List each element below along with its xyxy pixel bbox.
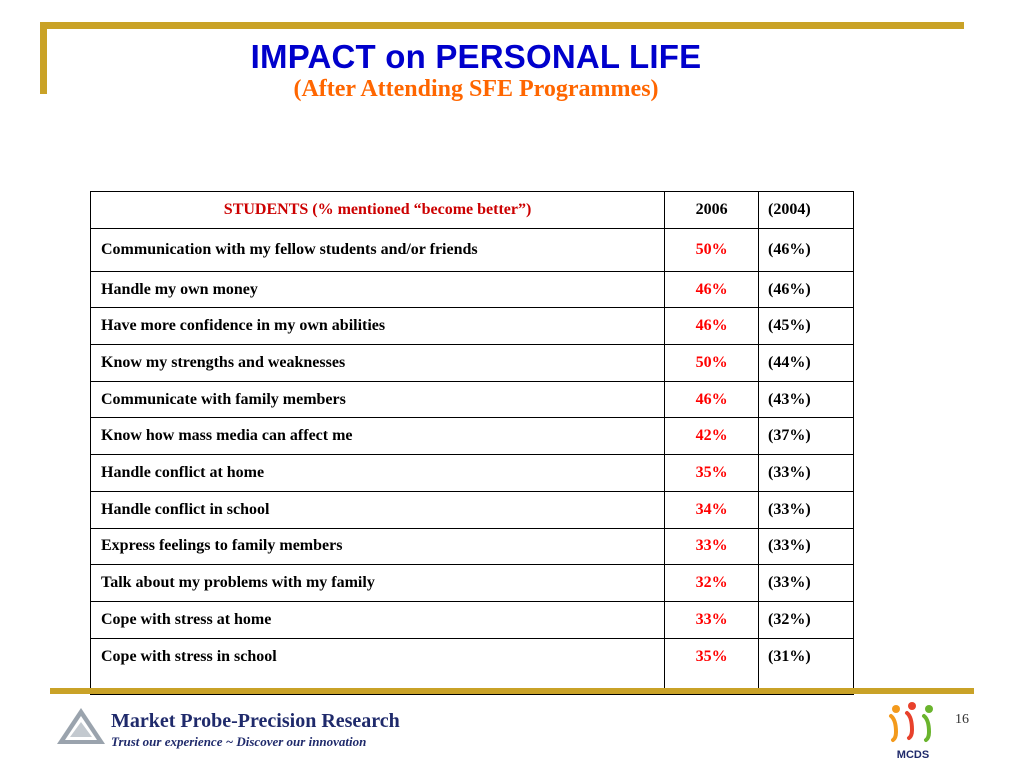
row-value-2006: 50% — [664, 227, 760, 272]
header-2004: (2004) — [758, 191, 854, 229]
row-value-2006: 42% — [664, 417, 760, 456]
table-row: Express feelings to family members 33% (33… — [89, 527, 854, 566]
mcds-logo-text: MCDS — [897, 749, 929, 761]
row-value-2006: 46% — [664, 380, 760, 419]
row-value-2004: (44%) — [758, 344, 854, 382]
triangle-logo-icon — [57, 708, 105, 744]
mcds-people-logo-icon: MCDS — [889, 702, 933, 761]
table-row: Handle conflict at home 35% (33%) — [89, 454, 854, 492]
table-row: Know how mass media can affect me 42% (37%… — [89, 417, 854, 456]
row-item: Handle conflict in school — [89, 490, 666, 529]
row-value-2006: 35% — [664, 637, 760, 695]
table-row: Handle my own money 46% (46%) — [89, 270, 854, 309]
row-value-2006: 33% — [664, 600, 760, 639]
row-item: Know my strengths and weaknesses — [89, 344, 666, 382]
slide-subtitle: (After Attending SFE Programmes) — [293, 76, 659, 102]
row-value-2006: 34% — [664, 490, 760, 529]
row-value-2004: (33%) — [758, 527, 854, 566]
row-value-2004: (31%) — [758, 637, 854, 695]
row-value-2006: 46% — [664, 270, 760, 309]
table-row: Communication with my fellow students an… — [89, 227, 854, 272]
row-item: Cope with stress at home — [89, 600, 666, 639]
row-value-2004: (45%) — [758, 307, 854, 346]
row-item: Communication with my fellow students an… — [89, 227, 666, 272]
impact-table: STUDENTS (% mentioned “become better”) 2… — [89, 191, 854, 695]
row-value-2006: 50% — [664, 344, 760, 382]
row-item: Express feelings to family members — [89, 527, 666, 566]
row-value-2004: (32%) — [758, 600, 854, 639]
row-item: Cope with stress in school — [89, 637, 666, 695]
row-value-2006: 46% — [664, 307, 760, 346]
page-number: 16 — [955, 712, 969, 727]
row-value-2006: 32% — [664, 564, 760, 602]
row-value-2004: (33%) — [758, 454, 854, 492]
table-row: Know my strengths and weaknesses 50% (44%) — [89, 344, 854, 382]
table-row: Cope with stress at home 33% (32%) — [89, 600, 854, 639]
table-row: Talk about my problems with my family 32%… — [89, 564, 854, 602]
table-row: Have more confidence in my own abilities… — [89, 307, 854, 346]
row-value-2006: 35% — [664, 454, 760, 492]
row-value-2004: (33%) — [758, 490, 854, 529]
row-item: Have more confidence in my own abilities — [89, 307, 666, 346]
table-row: Communicate with family members 46% (43%) — [89, 380, 854, 419]
table-row: Cope with stress in school 35% (31%) — [89, 637, 854, 695]
slide-title: IMPACT on PERSONAL LIFE — [250, 38, 702, 75]
header-2006: 2006 — [664, 191, 760, 229]
row-value-2004: (46%) — [758, 227, 854, 272]
frame-top-line — [40, 22, 964, 29]
row-value-2004: (46%) — [758, 270, 854, 309]
table-row: Handle conflict in school 34% (33%) — [89, 490, 854, 529]
row-item: Handle conflict at home — [89, 454, 666, 492]
row-value-2004: (37%) — [758, 417, 854, 456]
row-item: Know how mass media can affect me — [89, 417, 666, 456]
frame-left-line — [40, 22, 47, 94]
header-students: STUDENTS (% mentioned “become better”) — [89, 191, 666, 229]
row-item: Handle my own money — [89, 270, 666, 309]
frame-bottom-line — [50, 688, 974, 694]
row-value-2006: 33% — [664, 527, 760, 566]
brand-name: Market Probe-Precision Research — [111, 710, 400, 732]
row-value-2004: (33%) — [758, 564, 854, 602]
row-item: Talk about my problems with my family — [89, 564, 666, 602]
brand-tagline: Trust our experience ~ Discover our inno… — [111, 734, 367, 749]
table-header-row: STUDENTS (% mentioned “become better”) 2… — [89, 191, 854, 229]
row-value-2004: (43%) — [758, 380, 854, 419]
row-item: Communicate with family members — [89, 380, 666, 419]
